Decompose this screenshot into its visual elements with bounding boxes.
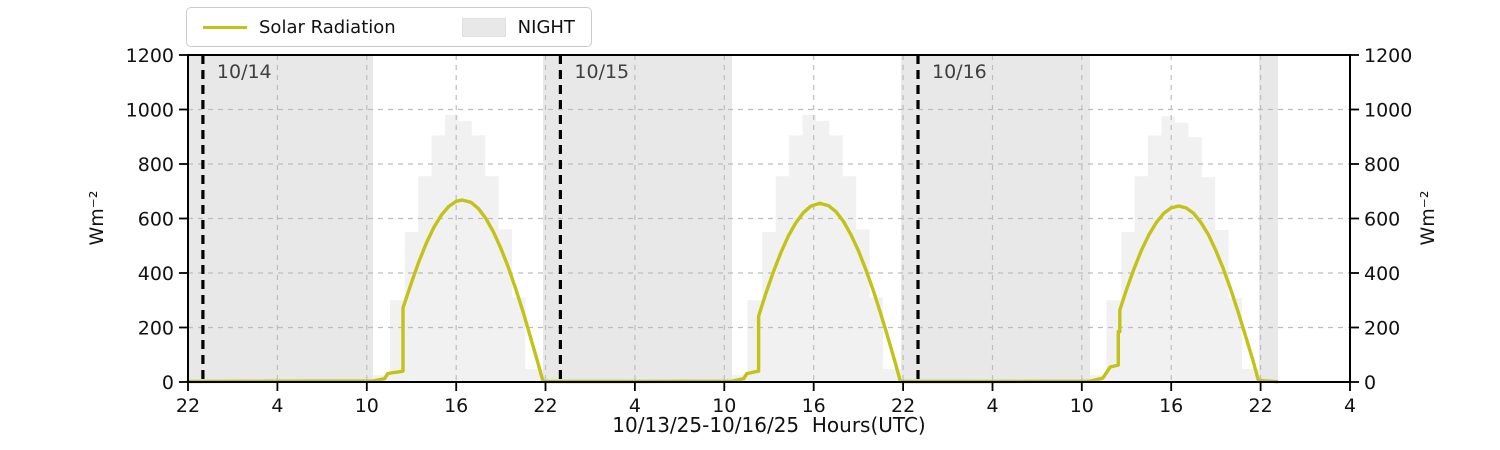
x-tick-label: 16 xyxy=(444,395,468,417)
y-tick-label-left: 400 xyxy=(138,263,174,285)
x-tick-label: 22 xyxy=(1249,395,1273,417)
x-tick-label: 10 xyxy=(355,395,379,417)
y-tick-label-right: 400 xyxy=(1364,263,1400,285)
night-legend-swatch xyxy=(461,17,506,37)
x-tick-label: 4 xyxy=(629,395,641,417)
y-tick-label-left: 200 xyxy=(138,318,174,340)
y-tick-label-left: 600 xyxy=(138,209,174,231)
x-tick-label: 4 xyxy=(986,395,998,417)
y-tick-label-right: 0 xyxy=(1364,372,1376,394)
clear-sky-steps xyxy=(732,114,901,383)
y-tick-label-left: 0 xyxy=(162,372,174,394)
date-label: 10/16 xyxy=(932,61,987,83)
clear-sky-steps xyxy=(1090,116,1259,383)
x-tick-label: 22 xyxy=(533,395,557,417)
y-tick-label-right: 1200 xyxy=(1364,45,1412,67)
y-tick-label-right: 600 xyxy=(1364,209,1400,231)
y-tick-label-left: 1200 xyxy=(126,45,174,67)
y-tick-label-right: 200 xyxy=(1364,318,1400,340)
x-axis-label: 10/13/25-10/16/25 Hours(UTC) xyxy=(612,413,926,437)
date-label: 10/14 xyxy=(217,61,272,83)
x-tick-label: 4 xyxy=(271,395,283,417)
y-tick-label-left: 800 xyxy=(138,154,174,176)
y-tick-label-left: 1000 xyxy=(126,100,174,122)
x-tick-label: 10 xyxy=(1070,395,1094,417)
y-tick-label-right: 1000 xyxy=(1364,100,1412,122)
y-tick-label-right: 800 xyxy=(1364,154,1400,176)
x-tick-label: 22 xyxy=(891,395,915,417)
date-label: 10/15 xyxy=(574,61,629,83)
solar-line-legend-swatch xyxy=(203,25,247,29)
x-tick-label: 4 xyxy=(1344,395,1356,417)
legend-label-night: NIGHT xyxy=(517,16,575,38)
clear-sky-steps xyxy=(373,114,543,383)
x-tick-label: 16 xyxy=(802,395,826,417)
chart-legend: Solar Radiation NIGHT xyxy=(186,7,592,47)
x-tick-label: 16 xyxy=(1159,395,1183,417)
solar-radiation-line xyxy=(186,198,1279,384)
x-tick-label: 22 xyxy=(176,395,200,417)
legend-label-solar: Solar Radiation xyxy=(259,16,396,38)
x-tick-label: 10 xyxy=(712,395,736,417)
